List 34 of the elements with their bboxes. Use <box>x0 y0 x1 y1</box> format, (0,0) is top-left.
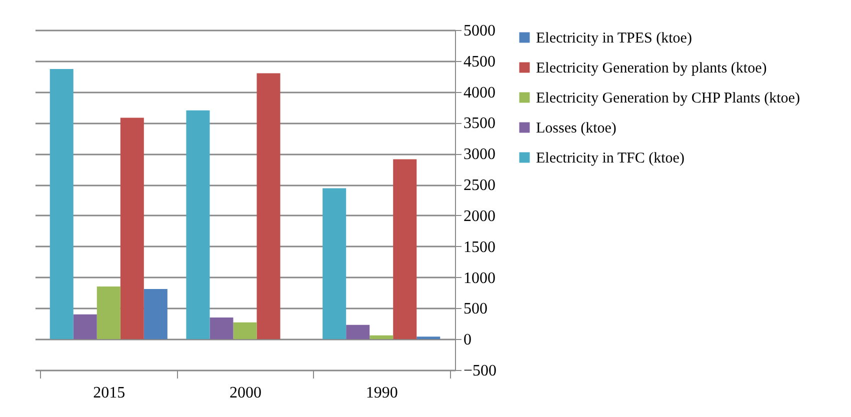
y-tick-label: 1500 <box>464 238 496 256</box>
bar <box>416 336 440 340</box>
bar <box>50 68 74 340</box>
y-tick-label: 2500 <box>464 177 496 194</box>
y-tick-label: 5000 <box>464 22 496 40</box>
x-tick-label: 1990 <box>366 384 398 402</box>
y-tick-label: 4000 <box>464 84 496 102</box>
y-tick-label: 2000 <box>464 208 496 225</box>
bar <box>233 322 257 340</box>
bar <box>120 118 144 340</box>
bar <box>186 110 210 340</box>
bar <box>96 286 120 340</box>
bar <box>256 73 280 340</box>
legend-label: Electricity in TFC (ktoe) <box>536 150 684 166</box>
legend-label: Electricity Generation by plants (ktoe) <box>536 60 767 76</box>
bar <box>393 159 417 340</box>
y-tick-label: 3500 <box>464 115 496 132</box>
y-tick-label: −500 <box>464 362 497 380</box>
legend-label: Losses (ktoe) <box>536 120 616 136</box>
bar <box>73 314 97 340</box>
y-tick-label: 0 <box>464 332 472 349</box>
x-tick-label: 2015 <box>93 384 126 402</box>
y-tick-label: 3000 <box>464 146 496 164</box>
bar <box>322 188 346 340</box>
x-tick-label: 2000 <box>230 384 262 402</box>
bar <box>144 289 168 340</box>
y-tick-label: 4500 <box>464 53 496 70</box>
legend-label: Electricity in TPES (ktoe) <box>536 30 692 46</box>
y-tick-label: 500 <box>464 300 488 318</box>
legend-label: Electricity Generation by CHP Plants (ktoe) <box>536 90 800 106</box>
bar <box>370 335 394 340</box>
bar <box>346 324 370 340</box>
y-tick-label: 1000 <box>464 270 496 287</box>
bar <box>210 317 234 340</box>
